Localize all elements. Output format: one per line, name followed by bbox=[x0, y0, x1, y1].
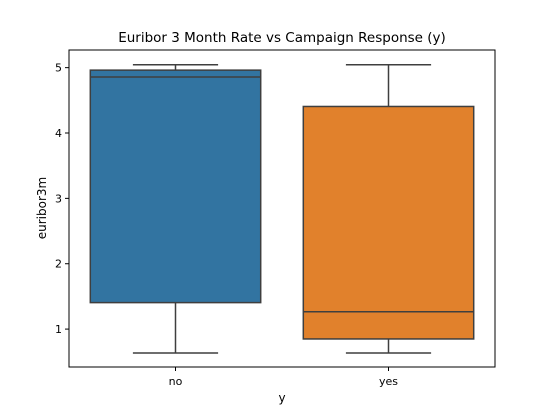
y-axis: 1 2 3 4 5 bbox=[55, 62, 69, 336]
box-no bbox=[89, 69, 262, 304]
box-group-no bbox=[89, 63, 262, 354]
y-tick-label-4: 4 bbox=[55, 127, 62, 140]
x-axis: no yes bbox=[169, 367, 398, 388]
plot-frame bbox=[68, 49, 496, 368]
boxes-layer bbox=[89, 63, 475, 354]
x-axis-label: y bbox=[278, 391, 285, 405]
y-axis-label: euribor3m bbox=[35, 177, 49, 239]
x-tick-label-yes: yes bbox=[379, 375, 398, 388]
chart-title: Euribor 3 Month Rate vs Campaign Respons… bbox=[118, 30, 446, 46]
y-tick-label-1: 1 bbox=[55, 323, 62, 336]
y-tick-label-5: 5 bbox=[55, 62, 62, 75]
box-yes bbox=[302, 105, 475, 340]
y-tick-label-2: 2 bbox=[55, 258, 62, 271]
y-tick-label-3: 3 bbox=[55, 192, 62, 205]
box-group-yes bbox=[302, 63, 475, 354]
x-tick-label-no: no bbox=[169, 375, 183, 388]
